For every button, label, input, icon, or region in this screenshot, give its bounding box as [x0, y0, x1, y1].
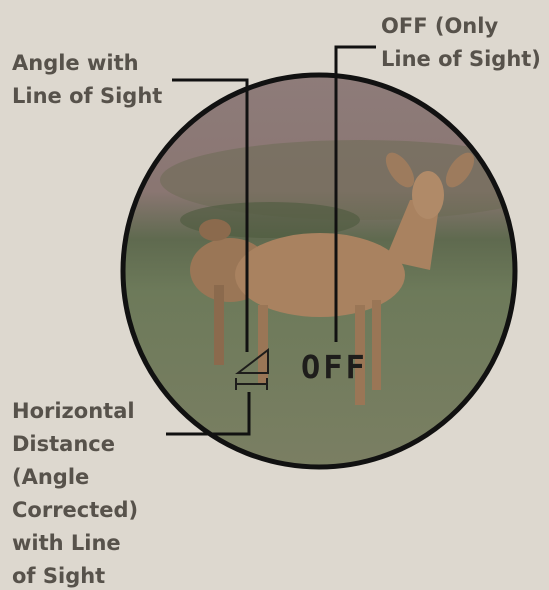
callout-text: Angle with: [12, 51, 139, 75]
callout-text: Line of Sight: [12, 84, 162, 108]
callout-text: Line of Sight): [381, 47, 541, 71]
callout-text: Corrected): [12, 498, 138, 522]
callout-text: Distance: [12, 432, 115, 456]
callout-text: with Line: [12, 531, 121, 555]
callout-text: (Angle: [12, 465, 89, 489]
diagram: OFF Angle with Line of Sight OFF (Only Line…: [0, 0, 549, 590]
callout-text: of Sight: [12, 564, 105, 588]
display-mode: OFF: [301, 348, 368, 386]
callout-text: Horizontal: [12, 399, 135, 423]
callout-text: OFF (Only: [381, 14, 498, 38]
